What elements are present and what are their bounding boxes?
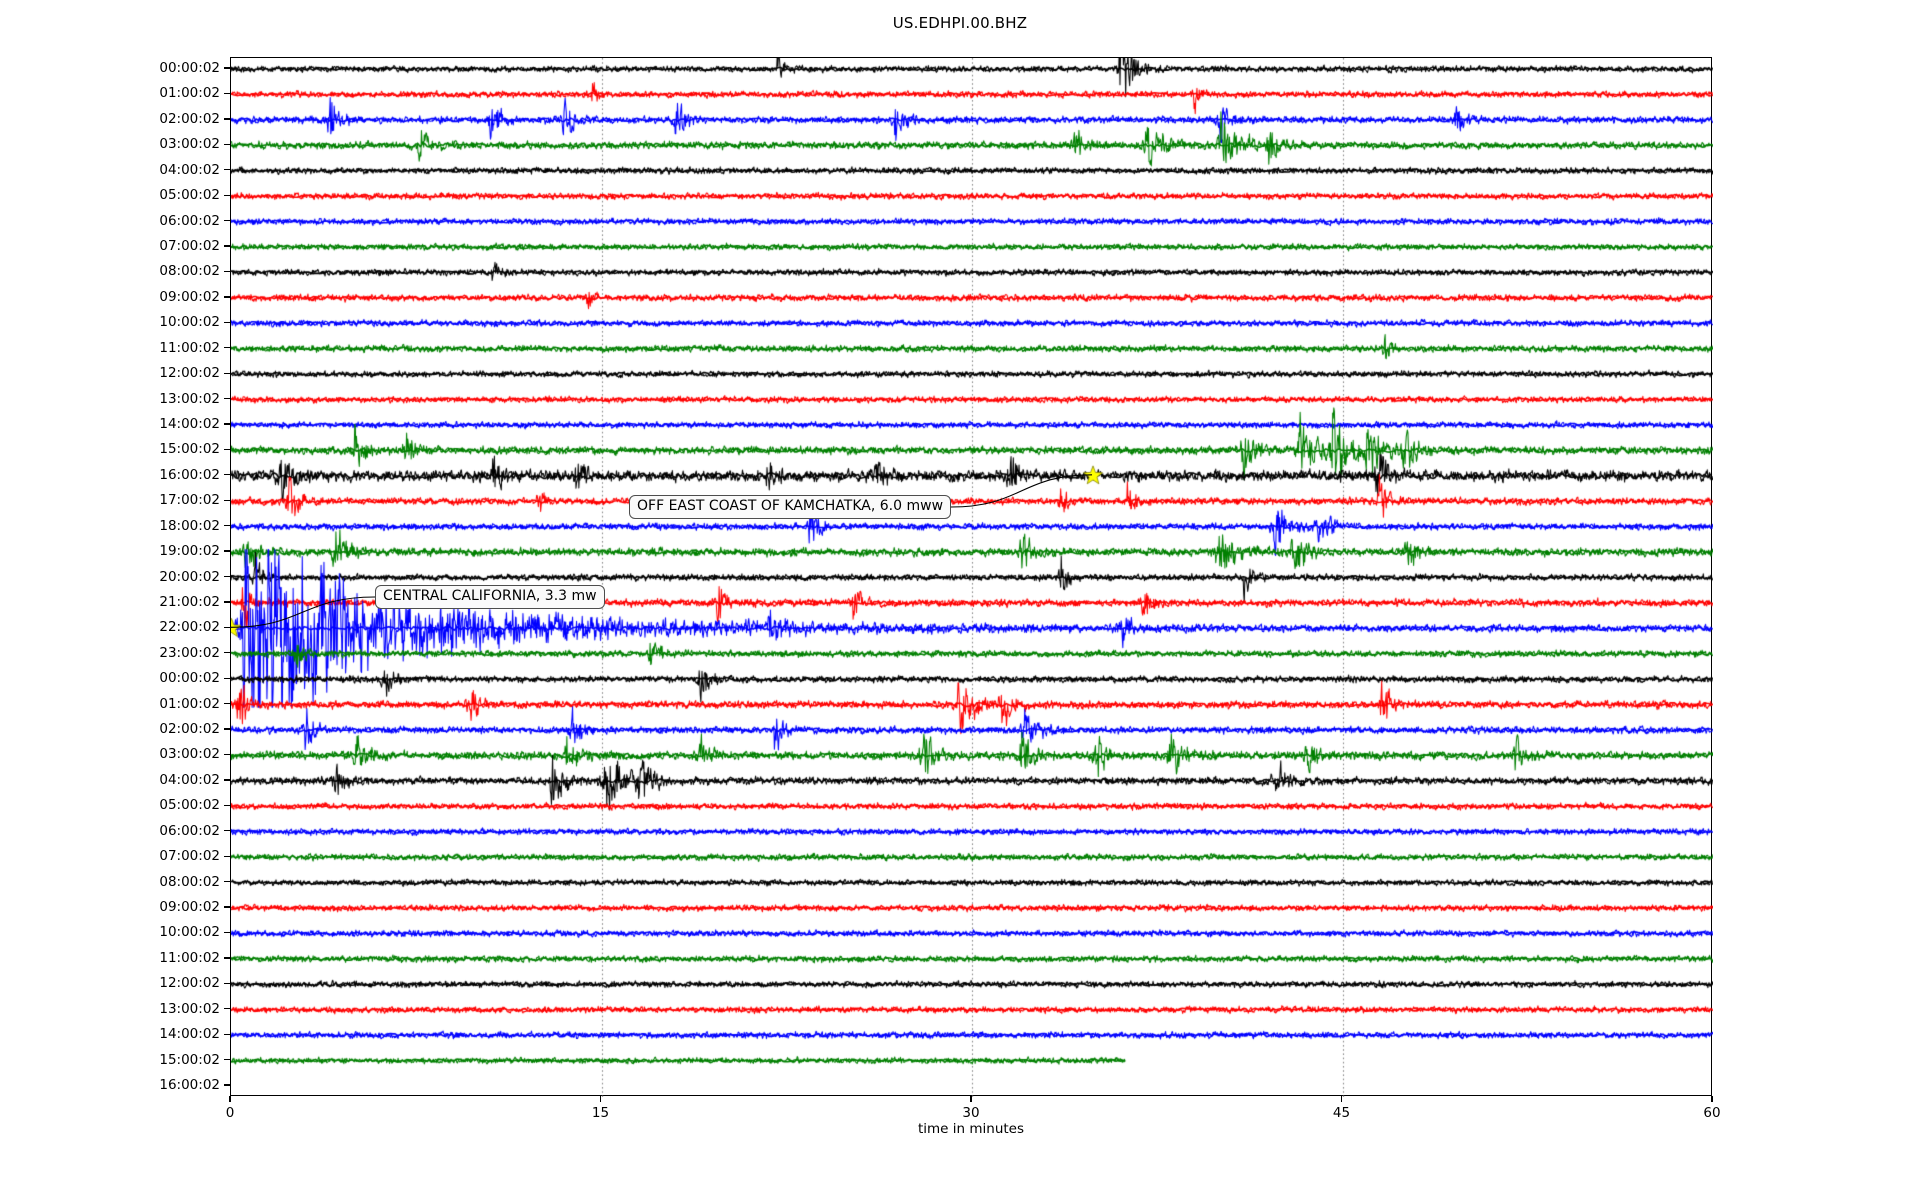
y-axis-tick-label: 05:00:02 — [159, 187, 220, 204]
y-axis-tick-label: 03:00:02 — [159, 136, 220, 153]
y-axis-tick-label: 19:00:02 — [159, 543, 220, 560]
y-axis-tick-mark — [224, 525, 230, 527]
plot-axes[interactable] — [230, 57, 1713, 1097]
y-axis-tick-label: 18:00:02 — [159, 517, 220, 534]
x-axis-label: time in minutes — [917, 1121, 1025, 1137]
y-axis-tick-mark — [224, 448, 230, 451]
y-axis-tick-label: 13:00:02 — [159, 1000, 220, 1017]
y-axis-tick-mark — [224, 575, 230, 578]
y-axis-tick-mark — [224, 1033, 230, 1035]
y-axis-tick-mark — [224, 804, 230, 807]
y-axis-tick-label: 02:00:02 — [159, 721, 220, 738]
x-axis-tick-mark — [1340, 1096, 1343, 1102]
y-axis-tick-mark — [224, 1084, 230, 1086]
page-title: US.EDHPI.00.BHZ — [892, 14, 1028, 32]
y-axis-tick-mark — [224, 245, 230, 247]
y-axis-tick-label: 21:00:02 — [159, 593, 220, 610]
y-axis-tick-label: 11:00:02 — [159, 949, 220, 966]
y-axis-tick-mark — [224, 219, 230, 222]
y-axis-tick-label: 16:00:02 — [159, 466, 220, 483]
y-axis-tick-mark — [224, 397, 230, 400]
x-axis-tick-label: 45 — [1332, 1105, 1351, 1121]
y-axis-tick-mark — [224, 753, 230, 756]
y-axis-tick-mark — [224, 321, 230, 323]
y-axis-tick-mark — [224, 169, 230, 171]
y-axis-tick-mark — [224, 626, 230, 629]
x-axis-tick-mark — [229, 1096, 231, 1102]
y-axis-tick-label: 01:00:02 — [159, 695, 220, 712]
y-axis-tick-mark — [224, 677, 230, 679]
x-axis-tick-mark — [599, 1096, 602, 1102]
y-axis-tick-label: 22:00:02 — [159, 619, 220, 636]
x-axis-tick-label: 60 — [1703, 1105, 1721, 1121]
y-axis-tick-label: 04:00:02 — [159, 771, 220, 788]
y-axis-tick-label: 14:00:02 — [159, 1026, 220, 1043]
y-axis-tick-label: 09:00:02 — [159, 899, 220, 916]
y-axis-tick-label: 06:00:02 — [159, 212, 220, 229]
y-axis-tick-mark — [224, 855, 230, 857]
y-axis-tick-label: 13:00:02 — [159, 390, 220, 407]
y-axis-tick-label: 08:00:02 — [159, 873, 220, 890]
y-axis-tick-mark — [224, 1008, 230, 1010]
y-axis-tick-mark — [224, 143, 230, 145]
y-axis-tick-mark — [224, 906, 230, 908]
y-axis-tick-mark — [224, 92, 230, 95]
y-axis-tick-mark — [224, 830, 230, 832]
y-axis-tick-mark — [224, 194, 230, 196]
y-axis-tick-label: 12:00:02 — [159, 365, 220, 382]
x-axis-tick-label: 0 — [225, 1105, 235, 1121]
y-axis-tick-label: 04:00:02 — [159, 161, 220, 178]
annotation-kamchatka[interactable]: OFF EAST COAST OF KAMCHATKA, 6.0 mww — [629, 495, 952, 519]
y-axis-tick-label: 10:00:02 — [159, 314, 220, 331]
seismogram-traces-canvas[interactable] — [231, 58, 1713, 1097]
y-axis-tick-label: 00:00:02 — [159, 60, 220, 76]
y-axis-tick-label: 07:00:02 — [159, 848, 220, 865]
x-axis-tick-mark — [1711, 1096, 1713, 1102]
y-axis-tick-label: 03:00:02 — [159, 746, 220, 763]
y-axis-tick-mark — [224, 474, 230, 476]
y-axis-tick-label: 17:00:02 — [159, 492, 220, 509]
y-axis-tick-label: 20:00:02 — [159, 568, 220, 585]
y-axis-tick-label: 15:00:02 — [159, 441, 220, 458]
y-axis-tick-mark — [224, 550, 230, 552]
y-axis-tick-label: 08:00:02 — [159, 263, 220, 280]
y-axis-tick-label: 15:00:02 — [159, 1051, 220, 1068]
y-axis-tick-mark — [224, 728, 230, 730]
x-axis-tick-label: 15 — [591, 1105, 610, 1121]
y-axis-tick-mark — [224, 423, 230, 425]
y-axis-tick-mark — [224, 601, 230, 603]
y-axis-tick-mark — [224, 881, 230, 883]
y-axis-tick-mark — [224, 1058, 230, 1061]
annotation-central-california[interactable]: CENTRAL CALIFORNIA, 3.3 mw — [375, 585, 605, 609]
y-axis-tick-label: 16:00:02 — [159, 1077, 220, 1093]
x-axis-tick-label: 30 — [962, 1105, 980, 1121]
y-axis-tick-label: 09:00:02 — [159, 288, 220, 305]
y-axis-tick-mark — [224, 982, 230, 984]
y-axis-tick-label: 23:00:02 — [159, 644, 220, 661]
y-axis-tick-mark — [224, 372, 230, 374]
y-axis-tick-mark — [224, 779, 230, 781]
x-axis-tick-mark — [970, 1096, 972, 1102]
y-axis-tick-label: 00:00:02 — [159, 670, 220, 687]
y-axis-tick-label: 02:00:02 — [159, 110, 220, 127]
y-axis-tick-mark — [224, 118, 230, 120]
y-axis-tick-mark — [224, 499, 230, 501]
y-axis-tick-label: 11:00:02 — [159, 339, 220, 356]
y-axis-tick-label: 01:00:02 — [159, 85, 220, 102]
y-axis-tick-label: 07:00:02 — [159, 237, 220, 254]
y-axis-tick-mark — [224, 296, 230, 298]
y-axis-tick-mark — [224, 703, 230, 705]
y-axis-tick-label: 10:00:02 — [159, 924, 220, 941]
y-axis-tick-mark — [224, 67, 230, 69]
y-axis-tick-mark — [224, 957, 230, 959]
y-axis-tick-label: 05:00:02 — [159, 797, 220, 814]
y-axis-tick-mark — [224, 931, 230, 934]
y-axis-tick-label: 14:00:02 — [159, 415, 220, 432]
y-axis-tick-mark — [224, 270, 230, 273]
y-axis-tick-label: 12:00:02 — [159, 975, 220, 992]
y-axis-tick-mark — [224, 347, 230, 349]
y-axis-tick-label: 06:00:02 — [159, 822, 220, 839]
y-axis-tick-mark — [224, 652, 230, 654]
